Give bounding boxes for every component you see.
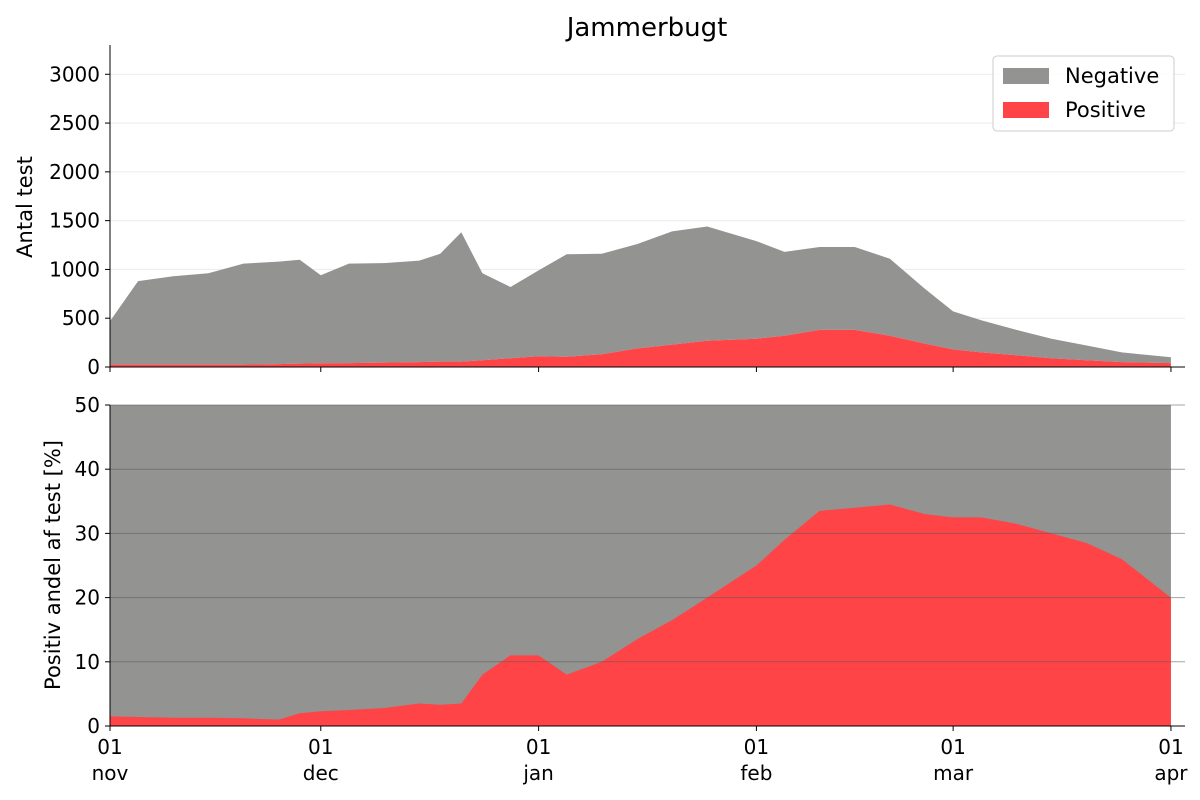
top-panel: 0 500 1000 1500 2000 2500 3000 Antal test [13,45,1185,379]
top-y-tick-label: 1000 [49,257,100,281]
x-tick-label-month: dec [303,761,339,785]
x-tick-label-month: nov [92,761,129,785]
area-positive [110,329,1171,367]
top-x-ticks [109,367,1172,372]
chart-title: Jammerbugt [565,13,728,43]
legend-swatch-positive [1003,102,1049,118]
legend-label-positive: Positive [1065,98,1146,122]
x-tick-label-day: 01 [526,735,551,759]
top-y-tick-label: 500 [62,306,100,330]
x-tick-label-day: 01 [744,735,769,759]
bottom-y-tick-label: 0 [87,714,100,738]
x-tick-label-day: 01 [1158,735,1183,759]
x-tick-label-month: mar [933,761,974,785]
x-tick-label-month: jan [522,761,554,785]
top-y-tick-label: 2000 [49,160,100,184]
legend: Negative Positive [992,55,1175,132]
top-axes [109,45,1185,368]
bottom-y-ticks: 0 10 20 30 40 50 [75,393,110,738]
bottom-y-tick-label: 30 [75,521,100,545]
bottom-y-tick-label: 50 [75,393,100,417]
x-tick-label-month: feb [740,761,772,785]
top-y-tick-label: 0 [87,355,100,379]
top-y-tick-label: 1500 [49,209,100,233]
x-tick-label-day: 01 [97,735,122,759]
x-tick-label-day: 01 [308,735,333,759]
bottom-y-tick-label: 40 [75,457,100,481]
bottom-y-tick-label: 10 [75,650,100,674]
bottom-gridlines [110,404,1185,663]
top-y-axis-title: Antal test [13,156,37,258]
top-y-tick-label: 2500 [49,111,100,135]
top-y-tick-label: 3000 [49,62,100,86]
bottom-axes [109,405,1185,727]
legend-label-negative: Negative [1065,64,1159,88]
bottom-areas [110,405,1171,726]
x-tick-label-day: 01 [940,735,965,759]
legend-swatch-negative [1003,68,1049,84]
top-y-ticks: 0 500 1000 1500 2000 2500 3000 [49,62,110,379]
top-areas [110,226,1171,367]
area-positive-share [110,504,1171,726]
x-tick-label-month: apr [1154,761,1188,785]
bottom-y-tick-label: 20 [75,586,100,610]
bottom-y-axis-title: Positiv andel af test [%] [41,440,65,690]
area-negative [110,226,1171,365]
